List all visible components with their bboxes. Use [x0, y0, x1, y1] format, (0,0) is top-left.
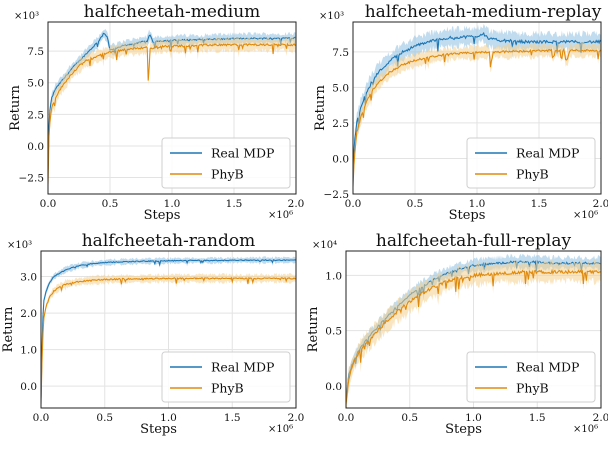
y-scale-label: ×10³ — [319, 11, 344, 22]
subplot-title: halfcheetah-medium-replay — [365, 2, 602, 22]
x-scale-label: ×10⁶ — [268, 210, 293, 221]
x-scale-label: ×10⁶ — [268, 424, 293, 435]
legend: Real MDP PhyB — [466, 351, 596, 403]
y-tick-label: −2.5 — [19, 173, 45, 185]
legend: Real MDP PhyB — [161, 137, 291, 189]
subplot-3: 0.0 0.5 1.0 1.5 2.0 0.0 1.0 2.0 3.0 halfcheetah-r… — [1, 231, 304, 437]
y-tick-label: 0.0 — [27, 141, 44, 153]
legend-box — [466, 351, 596, 403]
y-tick-label: 3.0 — [20, 272, 37, 284]
axes-frame — [345, 250, 602, 409]
x-tick-label: 1.5 — [224, 412, 241, 424]
x-tick-label: 0.0 — [345, 198, 362, 210]
y-tick-label: 0.0 — [332, 153, 349, 165]
x-tick-label: 2.0 — [593, 198, 608, 210]
x-tick-label: 0.0 — [338, 412, 355, 424]
x-axis-label: Steps — [445, 422, 482, 437]
series-phyb-line — [353, 47, 601, 187]
plot-area — [48, 28, 296, 188]
y-tick-label: 0.0 — [325, 381, 342, 393]
x-tick-label: 2.0 — [593, 412, 608, 424]
axes-frame — [47, 21, 297, 195]
y-tick-label: 0.0 — [20, 381, 37, 393]
x-tick-label: 0.5 — [401, 412, 418, 424]
legend-box — [161, 137, 291, 189]
y-tick-label: 2.0 — [20, 308, 37, 320]
y-axis-label: Return — [8, 85, 23, 131]
x-tick-label: 1.5 — [529, 412, 546, 424]
y-axis-label: Return — [313, 85, 328, 131]
y-tick-label: 7.5 — [27, 46, 44, 58]
x-tick-label: 1.0 — [469, 198, 486, 210]
plot-area — [353, 23, 601, 194]
x-tick-label: 2.0 — [288, 198, 305, 210]
x-tick-label: 1.0 — [465, 412, 482, 424]
legend-label-phyb: PhyB — [516, 381, 549, 396]
y-tick-label: 2.5 — [27, 109, 44, 121]
series-phyb-line — [41, 276, 296, 405]
x-tick-label: 0.0 — [40, 198, 57, 210]
x-tick-label: 1.5 — [531, 198, 548, 210]
plot-area — [346, 253, 601, 408]
axes-frame — [352, 21, 602, 195]
series-real-mdp-band — [41, 256, 296, 402]
legend-label-phyb: PhyB — [516, 167, 549, 182]
y-tick-label: 7.5 — [332, 47, 349, 59]
y-scale-label: ×10³ — [14, 11, 39, 22]
series-phyb-line — [346, 268, 601, 405]
series-real-mdp-line — [353, 31, 601, 173]
legend-box — [161, 351, 291, 403]
x-axis-label: Steps — [140, 422, 177, 437]
y-tick-label: 5.0 — [332, 82, 349, 94]
y-tick-label: −2.5 — [324, 189, 350, 201]
subplot-title: halfcheetah-full-replay — [376, 231, 572, 251]
x-tick-label: 1.0 — [160, 412, 177, 424]
subplot-title: halfcheetah-medium — [84, 2, 261, 22]
legend-label-real-mdp: Real MDP — [211, 146, 274, 161]
y-tick-label: 0.5 — [325, 326, 342, 338]
legend-label-phyb: PhyB — [211, 167, 244, 182]
y-tick-label: 1.0 — [325, 270, 342, 282]
series-real-mdp-band — [346, 253, 601, 408]
legend-label-real-mdp: Real MDP — [516, 146, 579, 161]
y-axis-label: Return — [306, 306, 321, 352]
legend-label-real-mdp: Real MDP — [516, 360, 579, 375]
x-tick-label: 0.5 — [407, 198, 424, 210]
series-real-mdp-band — [353, 23, 601, 180]
plot-area — [41, 256, 296, 408]
x-tick-label: 0.0 — [33, 412, 50, 424]
x-tick-label: 0.5 — [102, 198, 119, 210]
x-axis-label: Steps — [144, 208, 181, 223]
y-scale-label: ×10³ — [7, 240, 32, 251]
x-axis-label: Steps — [449, 208, 486, 223]
subplot-1: 0.0 0.5 1.0 1.5 2.0 −2.5 0.0 2.5 5.0 7.5 halfcheet… — [8, 2, 304, 223]
x-tick-label: 1.0 — [164, 198, 181, 210]
legend-label-phyb: PhyB — [211, 381, 244, 396]
x-scale-label: ×10⁶ — [573, 210, 598, 221]
legend-box — [466, 137, 596, 189]
series-real-mdp-line — [41, 259, 296, 399]
x-tick-label: 0.5 — [96, 412, 113, 424]
series-phyb-band — [346, 259, 601, 408]
subplot-title: halfcheetah-random — [82, 231, 256, 251]
legend-label-real-mdp: Real MDP — [211, 360, 274, 375]
x-scale-label: ×10⁶ — [573, 424, 598, 435]
y-tick-label: 1.0 — [20, 345, 37, 357]
series-phyb-line — [48, 42, 296, 185]
axes-frame — [40, 250, 297, 409]
y-axis-label: Return — [1, 306, 16, 352]
y-tick-label: 5.0 — [27, 78, 44, 90]
y-scale-label: ×10⁴ — [312, 240, 337, 251]
series-phyb-band — [41, 272, 296, 408]
x-tick-label: 1.5 — [226, 198, 243, 210]
subplot-4: 0.0 0.5 1.0 1.5 2.0 0.0 0.5 1.0 halfcheetah-full… — [306, 231, 608, 437]
x-tick-label: 2.0 — [288, 412, 305, 424]
legend: Real MDP PhyB — [161, 351, 291, 403]
y-tick-label: 2.5 — [332, 118, 349, 130]
legend: Real MDP PhyB — [466, 137, 596, 189]
subplot-2: 0.0 0.5 1.0 1.5 2.0−2.50.02.55.07.5halfcheet… — [313, 2, 608, 223]
series-phyb-band — [353, 42, 601, 194]
